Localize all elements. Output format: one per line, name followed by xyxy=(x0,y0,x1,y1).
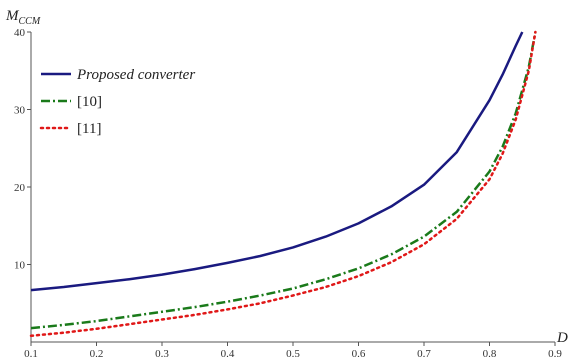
x-tick-label: 0.3 xyxy=(155,348,169,360)
x-tick-label: 0.5 xyxy=(286,348,300,360)
y-axis-label: MCCM xyxy=(5,8,41,27)
legend: Proposed converter [10] [11] xyxy=(39,67,195,137)
y-tick-label: 30 xyxy=(14,105,26,117)
y-tick-label: 20 xyxy=(14,182,26,194)
x-axis-label: D xyxy=(556,330,568,346)
x-tick-label: 0.7 xyxy=(417,348,431,360)
x-tick-label: 0.8 xyxy=(483,348,497,360)
ticks: 0.1 0.2 0.3 0.4 0.5 0.6 0.7 0.8 0.9 10 20 30 40 xyxy=(14,27,562,360)
legend-label-0: Proposed converter xyxy=(76,67,195,83)
legend-label-2: [11] xyxy=(77,121,101,137)
y-tick-label: 10 xyxy=(14,260,26,272)
y-tick-label: 40 xyxy=(14,27,26,39)
x-tick-label: 0.4 xyxy=(221,348,235,360)
x-tick-label: 0.6 xyxy=(352,348,366,360)
legend-label-1: [10] xyxy=(77,94,102,110)
series-line-1 xyxy=(30,31,537,330)
series-line-2 xyxy=(29,30,537,338)
x-tick-label: 0.2 xyxy=(90,348,104,360)
series-line-0 xyxy=(30,31,524,292)
x-tick-label: 0.1 xyxy=(24,348,38,360)
x-tick-label: 0.9 xyxy=(548,348,562,360)
series-layer xyxy=(29,30,537,338)
